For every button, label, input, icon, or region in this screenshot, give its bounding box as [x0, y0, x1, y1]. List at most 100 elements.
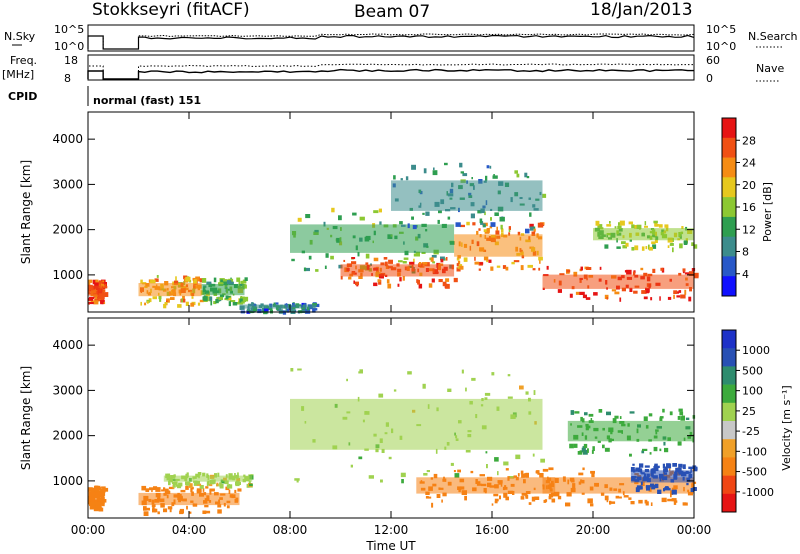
- power-cells-cell: [291, 258, 295, 262]
- power-cells-cell: [174, 280, 179, 285]
- velocity-cells-cell: [577, 451, 583, 455]
- power-cells-cell: [490, 217, 492, 221]
- power-cells-cell: [304, 309, 311, 314]
- power-cells-cell: [331, 207, 335, 213]
- power-cells-cell: [177, 304, 182, 308]
- power-cells-cell: [499, 216, 505, 222]
- velocity-cells-cell: [590, 418, 593, 423]
- velocity-cells-cell: [216, 482, 219, 487]
- velocity-cells-cell: [682, 464, 686, 470]
- power-cells-cell: [353, 280, 355, 284]
- velocity-cells-cell: [190, 487, 193, 493]
- velocity-cells-cell: [426, 470, 430, 473]
- velocity-cells-cell: [588, 413, 594, 417]
- power-cells-cell: [182, 295, 185, 301]
- power-cells-cell: [616, 246, 621, 249]
- velocity-cells-cell: [296, 480, 299, 483]
- power-cells-cell: [428, 283, 433, 288]
- velocity-cells-cell: [89, 506, 94, 510]
- power-cells-cell: [164, 302, 168, 305]
- colorbar-tick-label: -1000: [742, 486, 774, 499]
- power-cells-cell: [402, 276, 405, 281]
- power-cells-cell: [384, 261, 388, 267]
- power-cells-cell: [444, 162, 448, 166]
- power-cells-cell: [219, 294, 225, 298]
- velocity-cells-cell: [614, 415, 619, 419]
- power-cells-cell: [440, 256, 445, 261]
- velocity-cells-cell: [673, 500, 677, 505]
- power-cells-cell: [94, 282, 99, 288]
- velocity-cells-cell: [604, 447, 610, 452]
- velocity-cells-cell: [235, 481, 240, 487]
- velocity-cells-cell: [400, 472, 406, 478]
- velocity-ylabel: Slant Range [km]: [19, 366, 33, 470]
- velocity-cells-cell: [346, 378, 348, 382]
- nave-tick-bottom: 0: [706, 72, 713, 85]
- power-cells-cell: [470, 213, 475, 219]
- velocity-cells-cell: [186, 505, 188, 510]
- velocity-cells-cell: [237, 488, 242, 492]
- power-cells-cell: [582, 294, 587, 299]
- power-cells-cell: [432, 261, 435, 264]
- velocity-colorbar-label: Velocity [m s⁻¹]: [780, 385, 793, 470]
- velocity-cells-cell: [632, 463, 635, 466]
- velocity-cells-cell: [143, 511, 149, 516]
- power-cells-cell: [166, 298, 170, 303]
- power-cells-cell: [378, 279, 382, 285]
- power-cells-cell: [634, 245, 639, 251]
- power-cells-cell: [599, 266, 602, 270]
- velocity-cells-cell: [206, 481, 209, 487]
- velocity-cells-cell: [639, 486, 643, 490]
- power-cells-cell: [438, 279, 443, 283]
- nsky-tick-top: 10^5: [54, 23, 84, 36]
- power-cells-cell: [477, 210, 482, 214]
- power-cells-cell: [459, 162, 463, 168]
- velocity-cells-cell: [202, 488, 205, 492]
- power-cells-cell: [421, 262, 428, 266]
- velocity-cells-cell: [144, 507, 150, 511]
- velocity-cells-cell: [544, 499, 548, 502]
- power-cells-cell: [508, 229, 511, 232]
- velocity-cells-cell: [686, 482, 689, 486]
- velocity-cells-cell: [565, 502, 571, 507]
- power-cells-cell: [348, 276, 352, 280]
- power-cells-cell: [431, 278, 435, 283]
- power-cells-cell: [99, 294, 105, 300]
- velocity-cells-cell: [525, 391, 529, 395]
- power-colorbar-swatch: [722, 256, 736, 277]
- velocity-cells-cell: [479, 474, 485, 477]
- velocity-cells-cell: [97, 501, 101, 505]
- power-cells-cell: [191, 296, 194, 299]
- power-cells-cell: [538, 267, 541, 271]
- velocity-cells-cell: [591, 450, 594, 454]
- velocity-cells-cell: [628, 497, 632, 500]
- velocity-cells-cell: [507, 396, 513, 399]
- velocity-cells-cell: [505, 468, 509, 471]
- power-cells-cell: [689, 287, 692, 292]
- power-cells-cell: [159, 298, 162, 302]
- velocity-cells-cell: [606, 499, 609, 503]
- power-cells-region: [239, 304, 316, 309]
- velocity-cells-cell: [675, 467, 680, 472]
- colorbar-tick-label: -100: [742, 445, 767, 458]
- power-cells-cell: [525, 228, 530, 234]
- power-cells-cell: [378, 208, 382, 213]
- velocity-cells-cell: [582, 418, 585, 423]
- power-cells-region: [454, 234, 543, 257]
- power-cells-cell: [305, 214, 311, 219]
- power-cells-cell: [440, 258, 444, 263]
- power-cells-cell: [323, 221, 326, 227]
- power-cells-cell: [654, 222, 658, 227]
- power-cells-cell: [521, 255, 525, 259]
- velocity-cells-cell: [167, 506, 173, 510]
- velocity-cells-cell: [246, 483, 250, 488]
- velocity-cells-cell: [188, 511, 192, 514]
- velocity-cells-cell: [650, 502, 653, 506]
- velocity-cells-cell: [494, 498, 499, 502]
- power-cells-cell: [393, 175, 396, 180]
- power-cells-cell: [586, 267, 592, 270]
- power-cells-cell: [485, 175, 488, 181]
- velocity-cells-cell: [433, 473, 438, 479]
- velocity-cells-cell: [153, 486, 158, 490]
- power-cells-cell: [432, 170, 438, 176]
